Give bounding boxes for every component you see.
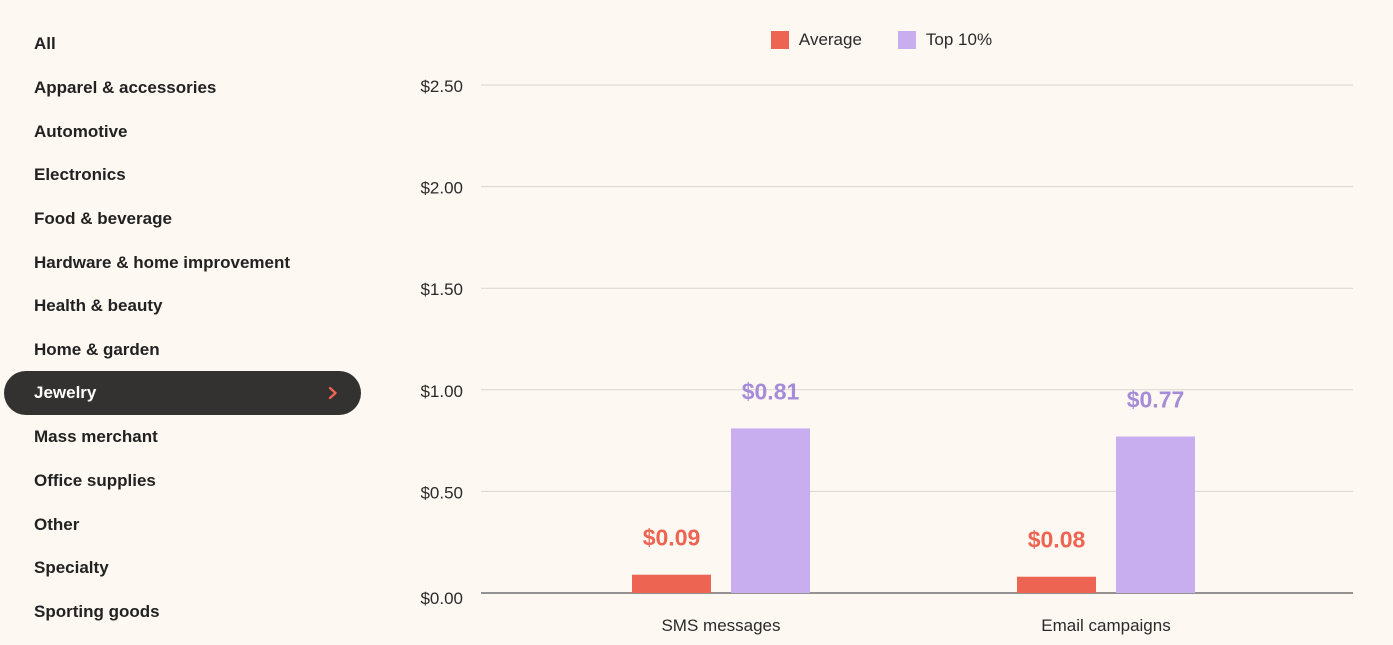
sidebar-item-home-garden[interactable]: Home & garden: [4, 328, 361, 372]
bar-average-0: [632, 574, 711, 593]
data-label: $0.08: [1028, 527, 1086, 553]
sidebar-item-label: Hardware & home improvement: [34, 253, 291, 272]
legend-swatch-average: [770, 31, 789, 49]
data-label: $0.81: [742, 378, 800, 404]
y-tick-label: $2.50: [420, 77, 463, 96]
y-tick-label: $0.50: [420, 483, 463, 502]
sidebar-item-label: Specialty: [34, 558, 109, 577]
legend-item-top10: Top 10%: [897, 30, 993, 50]
sidebar-item-hardware-home-improvement[interactable]: Hardware & home improvement: [4, 241, 361, 285]
sidebar-item-specialty[interactable]: Specialty: [4, 546, 361, 590]
data-label: $0.77: [1127, 387, 1185, 413]
sidebar-item-other[interactable]: Other: [4, 503, 361, 547]
category-sidebar: All Apparel & accessories Automotive Electr…: [0, 0, 370, 645]
sidebar-item-apparel-accessories[interactable]: Apparel & accessories: [4, 66, 361, 110]
bar-top10-1: [1116, 436, 1195, 593]
bar-average-1: [1017, 576, 1096, 593]
x-tick-label: SMS messages: [661, 616, 780, 635]
sidebar-item-mass-merchant[interactable]: Mass merchant: [4, 415, 361, 459]
sidebar-item-label: Automotive: [34, 122, 128, 141]
sidebar-item-jewelry[interactable]: Jewelry: [4, 371, 361, 415]
sidebar-item-health-beauty[interactable]: Health & beauty: [4, 284, 361, 328]
sidebar-item-all[interactable]: All: [4, 22, 361, 66]
sidebar-item-label: Other: [34, 515, 80, 534]
x-tick-label: Email campaigns: [1041, 616, 1170, 635]
chevron-right-icon: [328, 386, 337, 400]
legend-swatch-top10: [897, 31, 916, 49]
sidebar-item-automotive[interactable]: Automotive: [4, 110, 361, 154]
sidebar-item-food-beverage[interactable]: Food & beverage: [4, 197, 361, 241]
y-tick-label: $2.00: [420, 179, 463, 198]
sidebar-item-electronics[interactable]: Electronics: [4, 153, 361, 197]
legend-label-top10: Top 10%: [925, 30, 993, 49]
sidebar-item-label: Sporting goods: [34, 602, 160, 621]
sidebar-item-label: Home & garden: [34, 340, 160, 359]
chart-legend: Average Top 10%: [370, 30, 1393, 50]
chart-area: Average Top 10% $0.00 $0.50 $1.00 $1.50 $2.0…: [370, 0, 1393, 645]
sidebar-item-label: Office supplies: [34, 471, 156, 490]
sidebar-item-label: Health & beauty: [34, 296, 163, 315]
bar-top10-0: [731, 428, 810, 593]
sidebar-item-label: Apparel & accessories: [34, 78, 217, 97]
y-tick-label: $0.00: [420, 589, 463, 608]
y-tick-label: $1.00: [420, 382, 463, 401]
legend-item-average: Average: [770, 30, 862, 50]
sidebar-item-label: Electronics: [34, 165, 126, 184]
sidebar-item-office-supplies[interactable]: Office supplies: [4, 459, 361, 503]
legend-label-average: Average: [798, 30, 862, 49]
sidebar-item-label: All: [34, 34, 56, 53]
bar-chart: $0.00 $0.50 $1.00 $1.50 $2.00 $2.50 $0.09 $0.81…: [420, 77, 1353, 635]
y-tick-label: $1.50: [420, 280, 463, 299]
sidebar-item-label: Jewelry: [34, 383, 97, 402]
data-label: $0.09: [643, 525, 701, 551]
sidebar-item-label: Mass merchant: [34, 427, 158, 446]
sidebar-item-label: Food & beverage: [34, 209, 172, 228]
sidebar-item-sporting-goods[interactable]: Sporting goods: [4, 590, 361, 634]
